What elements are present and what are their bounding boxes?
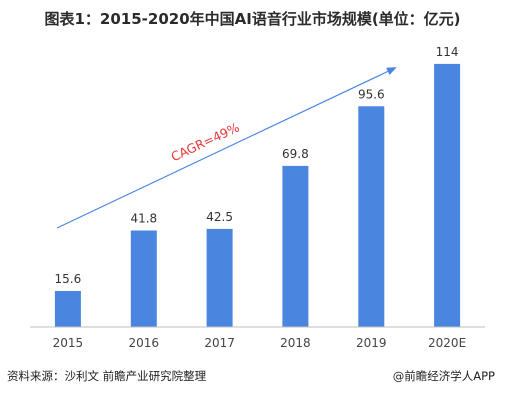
data-label-2018: 69.8 [282,147,309,161]
x-tick-2018: 2018 [280,336,311,350]
x-tick-2019: 2019 [356,336,387,350]
bar-2019 [358,106,385,327]
brand-credit: @前瞻经济学人APP [392,369,495,383]
data-label-2017: 42.5 [206,210,233,224]
data-label-2020E: 114 [436,45,459,59]
bar-2020E [434,63,461,328]
data-label-2016: 41.8 [130,212,157,226]
bar-2018 [282,165,309,327]
bars-layer [54,63,461,328]
bar-2017 [206,228,233,327]
cagr-trend-arrow [56,67,397,229]
source-note: 资料来源：沙利文 前瞻产业研究院整理 [7,369,207,383]
bar-2016 [130,230,157,327]
bar-2015 [54,291,81,327]
data-labels-layer: 15.6 41.8 42.5 69.8 95.6 114 [55,45,459,286]
data-label-2015: 15.6 [55,272,82,286]
footer: 资料来源：沙利文 前瞻产业研究院整理 @前瞻经济学人APP [0,364,505,394]
x-tick-labels-layer: 2015 2016 2017 2018 2019 2020E [53,336,467,350]
x-tick-2017: 2017 [204,336,235,350]
x-tick-2016: 2016 [129,336,160,350]
chart-title: 图表1：2015-2020年中国AI语音行业市场规模(单位：亿元) [44,10,461,28]
data-label-2019: 95.6 [358,87,385,101]
x-tick-2015: 2015 [53,336,84,350]
x-tick-2020E: 2020E [428,336,466,350]
